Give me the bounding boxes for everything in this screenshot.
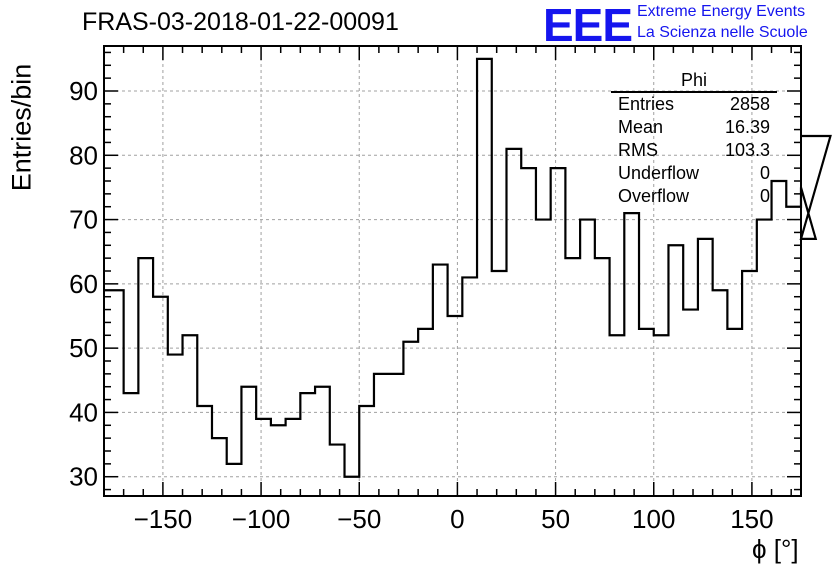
x-tick-label: 0: [450, 504, 464, 534]
histogram-bin: [565, 258, 580, 496]
histogram-bin: [359, 406, 374, 496]
histogram-bin: [300, 393, 315, 496]
histogram-bin: [124, 393, 139, 496]
histogram-bin: [286, 419, 301, 496]
y-tick-label: 70: [69, 205, 98, 235]
histogram-bin: [551, 168, 566, 496]
histogram-bin: [610, 335, 625, 496]
stats-box: Phi Entries 2858 Mean 16.39 RMS 103.3 Un…: [611, 70, 777, 208]
stats-label: RMS: [618, 140, 658, 160]
y-tick-label: 80: [69, 140, 98, 170]
x-tick-label: 100: [632, 504, 675, 534]
histogram-bin: [374, 374, 389, 496]
histogram-bin: [168, 355, 183, 496]
stats-label: Entries: [618, 94, 675, 114]
histogram-bin: [757, 220, 772, 496]
histogram-bin: [403, 342, 418, 496]
histogram-bin: [506, 149, 521, 496]
histogram-bin: [330, 445, 345, 496]
stats-title: Phi: [611, 70, 777, 93]
logo-subtitle-line2: La Scienza nelle Scuole: [637, 24, 808, 41]
histogram-bin: [433, 265, 448, 496]
histogram-bin: [580, 220, 595, 496]
stats-row-entries: Entries 2858: [611, 93, 777, 116]
histogram-bin: [536, 220, 551, 496]
stats-row-mean: Mean 16.39: [611, 116, 777, 139]
x-axis-label: ϕ [°]: [752, 534, 799, 564]
histogram-bin: [212, 438, 227, 496]
histogram-bin: [654, 335, 669, 496]
histogram-bin: [683, 310, 698, 496]
histogram-bin: [448, 316, 463, 496]
stats-value: 0: [759, 163, 770, 183]
chart-title: FRAS-03-2018-01-22-00091: [82, 8, 399, 36]
histogram-bin: [153, 297, 168, 496]
histogram-bin: [138, 258, 153, 496]
x-tick-label: −50: [337, 504, 381, 534]
stats-value: 16.39: [724, 117, 770, 137]
x-tick-label: −100: [232, 504, 291, 534]
histogram-bin: [713, 290, 728, 496]
histogram-bin: [786, 207, 801, 496]
stats-value: 0: [759, 186, 770, 206]
histogram-bin: [477, 59, 492, 496]
histogram-bin: [256, 419, 271, 496]
histogram-bin: [698, 239, 713, 496]
histogram-bin: [772, 181, 787, 496]
histogram-bin: [595, 258, 610, 496]
stats-row-overflow: Overflow 0: [611, 185, 777, 208]
y-tick-label: 60: [69, 269, 98, 299]
histogram-bin: [742, 271, 757, 496]
histogram-bin: [492, 271, 507, 496]
histogram-bin: [109, 290, 124, 496]
histogram-bin: [271, 425, 286, 496]
histogram-bin: [315, 387, 330, 496]
histogram-bin: [639, 329, 654, 496]
y-tick-label: 50: [69, 333, 98, 363]
histogram-bin: [521, 168, 536, 496]
eee-logo: EEE: [543, 0, 633, 51]
stats-value: 103.3: [724, 140, 770, 160]
y-tick-label: 90: [69, 76, 98, 106]
histogram-bin: [197, 406, 212, 496]
x-tick-label: 150: [730, 504, 773, 534]
y-tick-label: 40: [69, 397, 98, 427]
histogram-bin: [241, 387, 256, 496]
y-tick-label: 30: [69, 462, 98, 492]
histogram-bin: [668, 245, 683, 496]
x-tick-label: 50: [541, 504, 570, 534]
histogram-bin: [183, 335, 198, 496]
stats-value: 2858: [729, 94, 770, 114]
stats-label: Underflow: [618, 163, 700, 183]
stats-row-underflow: Underflow 0: [611, 162, 777, 185]
histogram-bin: [345, 477, 360, 496]
histogram-series: [104, 57, 832, 478]
y-axis-label: Entries/bin: [6, 63, 37, 192]
logo-subtitle-line1: Extreme Energy Events: [637, 3, 806, 20]
stats-label: Mean: [618, 117, 664, 137]
histogram-bin: [227, 464, 242, 496]
x-tick-label: −150: [134, 504, 193, 534]
histogram-bin: [418, 329, 433, 496]
stats-label: Overflow: [618, 186, 690, 206]
histogram-bin: [624, 213, 639, 496]
stats-row-rms: RMS 103.3: [611, 139, 777, 162]
histogram-bin: [727, 329, 742, 496]
histogram-bin: [389, 374, 404, 496]
histogram-bin: [462, 277, 477, 496]
